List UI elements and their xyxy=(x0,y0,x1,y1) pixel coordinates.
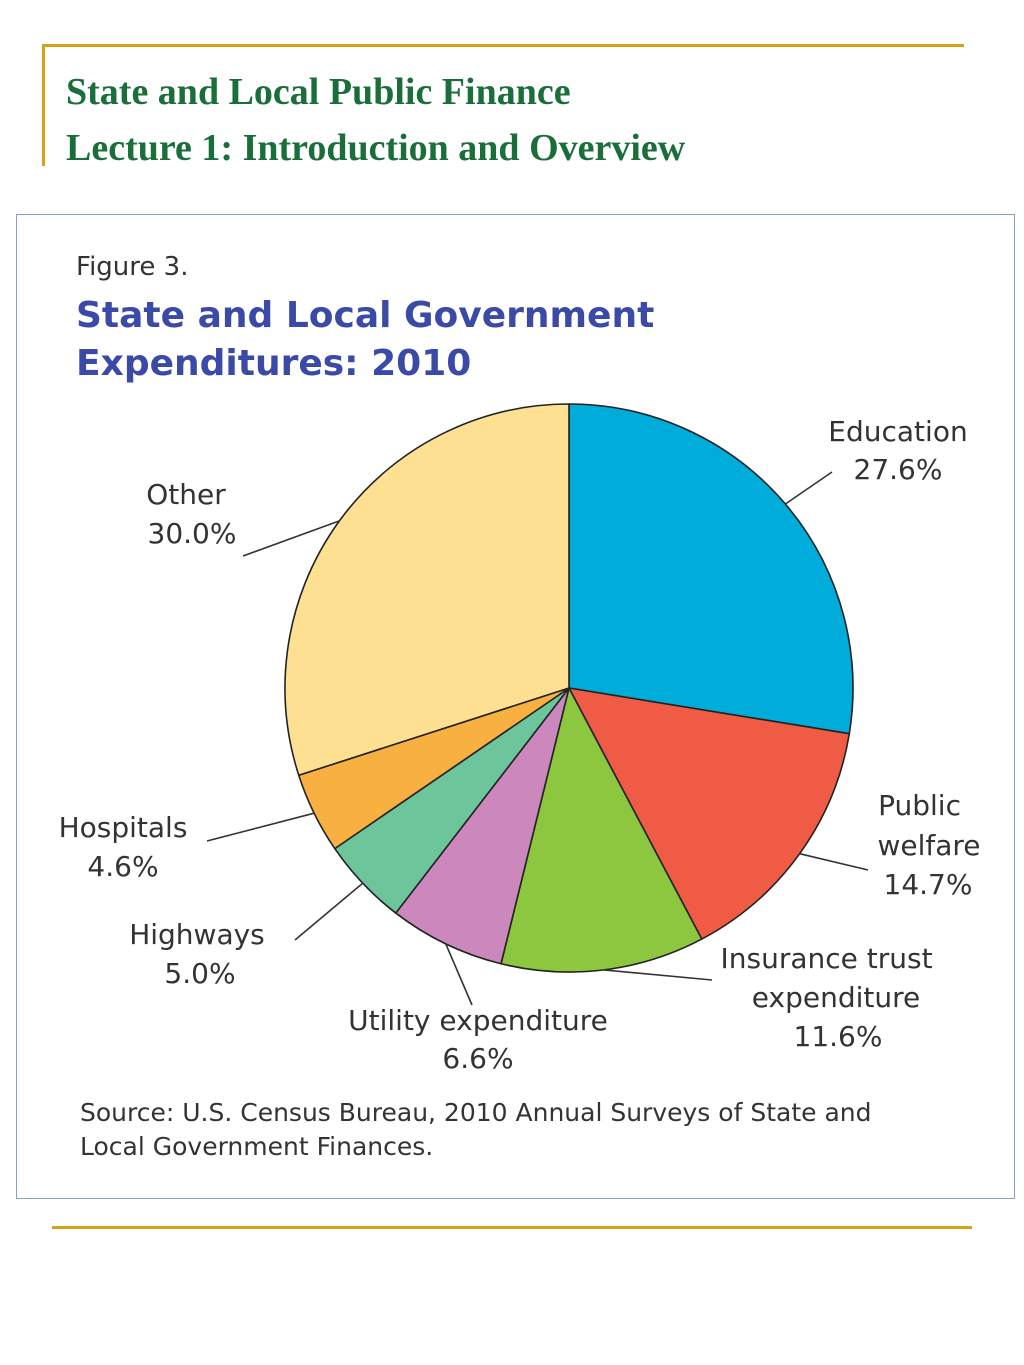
figure-title: State and Local Government Expenditures:… xyxy=(76,292,654,388)
accent-top-rule xyxy=(42,44,964,47)
pie-slice-utility-expenditure xyxy=(394,687,570,965)
leader-line-other xyxy=(242,520,340,557)
source-note-line1: Source: U.S. Census Bureau, 2010 Annual … xyxy=(80,1098,872,1127)
slice-label-public-welfare: Public welfare xyxy=(877,789,980,862)
pie-slice-other xyxy=(284,403,570,777)
leader-line-public-welfare xyxy=(799,852,869,871)
slide-title-line1: State and Local Public Finance xyxy=(66,71,571,113)
pie-slice-public-welfare xyxy=(568,687,851,940)
slice-value-public-welfare: 14.7% xyxy=(884,868,973,901)
slice-value-insurance-trust: 11.6% xyxy=(794,1020,883,1053)
leader-line-education xyxy=(784,471,833,505)
slice-label-insurance-trust: Insurance trust expenditure xyxy=(721,942,942,1014)
slice-value-hospitals: 4.6% xyxy=(87,850,158,883)
slice-label-utility: Utility expenditure xyxy=(348,1004,608,1037)
slice-value-highways: 5.0% xyxy=(164,957,235,990)
slice-label-education: Education xyxy=(828,415,967,448)
pie-slice-insurance-trust-expenditure xyxy=(500,687,703,973)
accent-bottom-rule xyxy=(52,1226,972,1229)
slice-label-other: Other xyxy=(146,478,226,511)
slice-value-education: 27.6% xyxy=(854,453,943,486)
slide-title: State and Local Public Finance Lecture 1… xyxy=(66,64,685,176)
leader-lines xyxy=(206,471,869,1006)
figure-label: Figure 3. xyxy=(76,252,189,282)
slice-label-hospitals: Hospitals xyxy=(59,811,188,844)
pie-slices xyxy=(284,403,854,973)
slide-title-line2: Lecture 1: Introduction and Overview xyxy=(66,127,686,169)
source-note: Source: U.S. Census Bureau, 2010 Annual … xyxy=(80,1096,980,1164)
leader-line-highways xyxy=(294,882,364,941)
figure-title-line1: State and Local Government xyxy=(76,295,655,336)
slice-value-utility: 6.6% xyxy=(442,1042,513,1075)
leader-line-utility-expenditure xyxy=(445,943,473,1006)
leader-line-insurance-trust-expenditure xyxy=(603,969,713,981)
slice-label-highways: Highways xyxy=(129,918,265,951)
accent-vertical-rule xyxy=(42,44,45,166)
source-note-line2: Local Government Finances. xyxy=(80,1132,434,1161)
slice-value-other: 30.0% xyxy=(148,517,237,550)
leader-line-hospitals xyxy=(206,812,315,842)
figure-title-line2: Expenditures: 2010 xyxy=(76,343,472,384)
pie-slice-education xyxy=(568,403,854,735)
